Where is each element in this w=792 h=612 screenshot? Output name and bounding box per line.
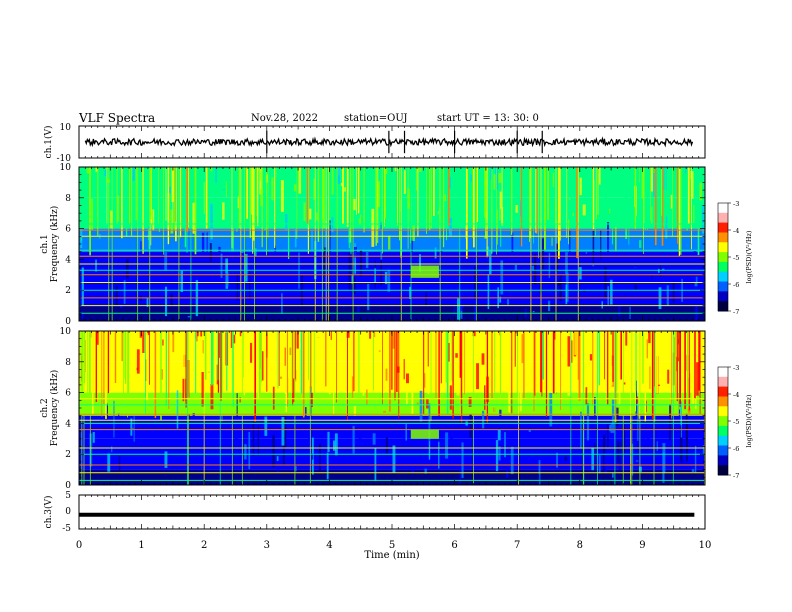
colorbar-segment — [718, 465, 728, 476]
x-tick-label: 2 — [201, 540, 207, 551]
colorbar-segment — [718, 261, 728, 273]
x-tick-label: 9 — [639, 540, 645, 551]
x-tick-label: 0 — [76, 540, 82, 551]
colorbar-tick-label: -6 — [733, 445, 739, 453]
colorbar-tick-label: -3 — [733, 200, 739, 208]
colorbar-tick-label: -7 — [733, 308, 739, 316]
colorbar-segment — [718, 386, 728, 397]
ch3-wave-ytick: 0 — [65, 507, 71, 517]
colorbar-segment — [718, 252, 728, 263]
colorbar-tick-label: -3 — [733, 364, 739, 372]
chart-title: VLF Spectra — [79, 111, 156, 125]
ch3-wave-ylabel: ch.3(V) — [43, 496, 54, 529]
ch1-waveform — [84, 130, 694, 154]
colorbar-tick-label: -5 — [733, 254, 739, 262]
spectrum-ytick-label: 6 — [65, 225, 71, 235]
spectrum-ytick-label: 8 — [65, 194, 71, 204]
colorbar-segment — [718, 367, 728, 378]
x-tick-label: 4 — [326, 540, 332, 551]
ch1-wave-ylabel: ch.1(V) — [43, 126, 54, 159]
spectrum-ylabel: Frequency (kHz) — [49, 206, 60, 283]
x-tick-label: 10 — [699, 540, 712, 551]
ch1-spectrogram — [79, 167, 705, 321]
colorbar-segment — [718, 435, 728, 446]
station-label: station=OUJ — [344, 113, 408, 124]
ch3-wave-ytick: 5 — [65, 491, 71, 501]
colorbar-segment — [718, 425, 728, 437]
x-tick-label: 6 — [451, 540, 457, 551]
colorbar-segment — [718, 301, 728, 312]
spectrum-ytick-label: 2 — [65, 450, 71, 460]
spectrum-ytick-label: 8 — [65, 358, 71, 368]
x-axis-label: Time (min) — [364, 550, 419, 561]
colorbar-segment — [718, 455, 728, 466]
x-tick-label: 3 — [264, 540, 270, 551]
colorbar-segment — [718, 376, 728, 388]
start-time-label: start UT = 13: 30: 0 — [437, 113, 539, 124]
x-tick-label: 1 — [138, 540, 144, 551]
colorbar-tick-label: -7 — [733, 472, 739, 480]
colorbar-tick-label: -5 — [733, 418, 739, 426]
spectrum-ylabel: Frequency (kHz) — [49, 370, 60, 447]
colorbar-segment — [718, 291, 728, 302]
spectrum-ytick-label: 10 — [60, 163, 72, 173]
spectrum-channel-label: ch.2 — [40, 398, 50, 417]
colorbar-tick-label: -4 — [733, 227, 739, 235]
x-tick-label: 7 — [514, 540, 520, 551]
spectrum-ytick-label: 2 — [65, 286, 71, 296]
spectrum-ytick-label: 4 — [65, 419, 71, 429]
axis-ticks — [78, 126, 706, 529]
colorbar-segment — [718, 203, 728, 214]
colorbar-segment — [718, 212, 728, 224]
spectrum-ytick-label: 10 — [60, 327, 72, 337]
colorbar-segment — [718, 281, 728, 292]
x-tick-label: 5 — [389, 540, 395, 551]
x-tick-label: 8 — [577, 540, 583, 551]
date-label: Nov.28, 2022 — [251, 113, 318, 124]
spectrum-channel-label: ch.1 — [40, 234, 50, 253]
spectrum-ytick-label: 4 — [65, 255, 71, 265]
ch1-wave-ytick: -10 — [57, 154, 72, 164]
spectrum-ytick-label: 0 — [65, 481, 71, 491]
colorbar-segment — [718, 222, 728, 233]
colorbars: -3 -4 -5 -6 -7 log(PSD)(V²/Hz) -3 -4 -5 -6 -7 log(P… — [717, 200, 753, 480]
colorbar-segment — [718, 445, 728, 456]
spectrum-ytick-label: 0 — [65, 317, 71, 327]
ch3-wave-frame — [78, 494, 706, 530]
colorbar-segment — [718, 242, 728, 253]
colorbar-label: log(PSD)(V²/Hz) — [745, 394, 753, 447]
ch2-spectrogram — [79, 331, 705, 485]
colorbar-label: log(PSD)(V²/Hz) — [745, 230, 753, 283]
colorbar-segment — [718, 416, 728, 427]
colorbar-segment — [718, 396, 728, 407]
ch3-wave-ytick: -5 — [62, 524, 71, 534]
spectrum-ytick-label: 6 — [65, 389, 71, 399]
colorbar-tick-label: -6 — [733, 281, 739, 289]
colorbar-segment — [718, 271, 728, 282]
ch1-wave-ytick: 10 — [60, 123, 72, 133]
colorbar-segment — [718, 406, 728, 417]
colorbar-tick-label: -4 — [733, 391, 739, 399]
colorbar-segment — [718, 232, 728, 243]
